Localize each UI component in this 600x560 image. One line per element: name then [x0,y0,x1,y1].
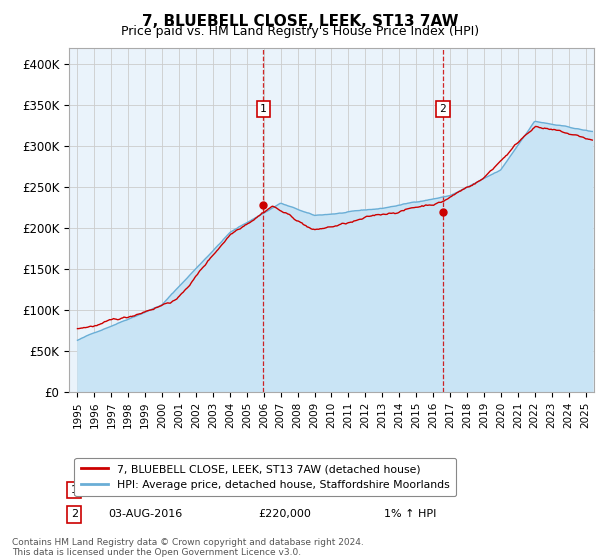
Text: Contains HM Land Registry data © Crown copyright and database right 2024.
This d: Contains HM Land Registry data © Crown c… [12,538,364,557]
Text: £220,000: £220,000 [258,509,311,519]
Text: Price paid vs. HM Land Registry's House Price Index (HPI): Price paid vs. HM Land Registry's House … [121,25,479,38]
Text: 22-DEC-2005: 22-DEC-2005 [109,485,182,495]
Text: £227,950: £227,950 [258,485,311,495]
Text: 2: 2 [71,509,78,519]
Text: 2: 2 [440,104,446,114]
Text: 1% ↑ HPI: 1% ↑ HPI [384,509,436,519]
Text: 1: 1 [260,104,266,114]
Legend: 7, BLUEBELL CLOSE, LEEK, ST13 7AW (detached house), HPI: Average price, detached: 7, BLUEBELL CLOSE, LEEK, ST13 7AW (detac… [74,458,456,496]
Text: 7, BLUEBELL CLOSE, LEEK, ST13 7AW: 7, BLUEBELL CLOSE, LEEK, ST13 7AW [142,14,458,29]
Text: 18% ↑ HPI: 18% ↑ HPI [384,485,443,495]
Text: 1: 1 [71,485,78,495]
Text: 03-AUG-2016: 03-AUG-2016 [109,509,182,519]
